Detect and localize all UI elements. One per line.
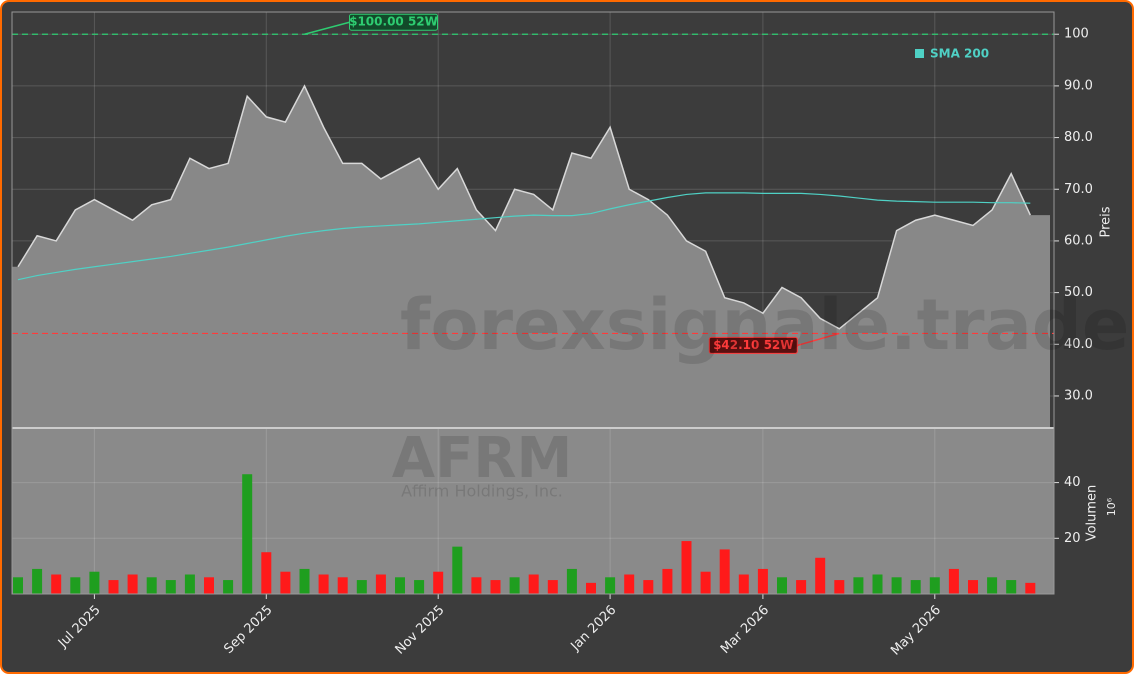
volume-tick-label: 20: [1064, 531, 1081, 546]
volume-bar: [509, 577, 520, 594]
volume-bar: [624, 574, 635, 594]
volume-bar: [815, 557, 826, 594]
y-axis-label: Preis: [1099, 206, 1114, 237]
volume-bar: [929, 577, 940, 594]
y-tick-label: 80.0: [1064, 130, 1093, 145]
y-tick-label: 100: [1064, 27, 1089, 42]
volume-scale-label: 10⁶: [1105, 497, 1118, 516]
volume-bar: [700, 571, 711, 594]
watermark: forexsignale.trade: [400, 284, 1129, 366]
volume-bar: [299, 568, 310, 594]
y-tick-label: 90.0: [1064, 78, 1093, 93]
volume-bar: [1025, 582, 1036, 594]
volume-bar: [796, 580, 807, 594]
volume-bar: [948, 568, 959, 594]
y-tick-label: 50.0: [1064, 285, 1093, 300]
volume-bar: [146, 577, 157, 594]
annotation-box: [349, 13, 438, 31]
volume-bar: [223, 580, 234, 594]
volume-bar: [910, 580, 921, 594]
volume-bar: [184, 574, 195, 594]
volume-tick-label: 40: [1064, 475, 1081, 490]
volume-bar: [165, 580, 176, 594]
volume-bar: [853, 577, 864, 594]
volume-bar: [89, 571, 100, 594]
annotation-arrow: [797, 332, 840, 347]
volume-panel: [12, 428, 1054, 594]
volume-bar: [452, 546, 463, 594]
y-tick-label: 30.0: [1064, 388, 1093, 403]
company-watermark: Affirm Holdings, Inc.: [401, 482, 563, 501]
y-tick-label: 70.0: [1064, 182, 1093, 197]
volume-bar: [127, 574, 138, 594]
volume-bar: [891, 577, 902, 594]
ticker-watermark: AFRM: [392, 426, 572, 491]
volume-bar: [414, 580, 425, 594]
sma-line: [17, 192, 1031, 281]
volume-bar: [51, 574, 62, 594]
volume-bar: [719, 549, 730, 594]
volume-bar: [643, 580, 654, 594]
volume-bar: [777, 577, 787, 594]
volume-bar: [318, 574, 329, 594]
volume-bar: [433, 571, 444, 594]
volume-bar: [280, 571, 291, 594]
volume-bar: [681, 541, 692, 594]
volume-bar: [968, 580, 978, 594]
volume-bar: [13, 577, 23, 594]
volume-bar: [108, 580, 119, 594]
volume-bar: [834, 580, 845, 594]
volume-bar: [356, 580, 367, 594]
annotation-label: $42.10 52W: [713, 338, 793, 352]
price-line: [17, 84, 1031, 330]
volume-bar: [242, 474, 253, 594]
volume-bar: [490, 580, 501, 594]
volume-bar: [471, 577, 482, 594]
annotation-arrow: [304, 21, 350, 35]
volume-bar: [528, 574, 539, 594]
y-tick-label: 60.0: [1064, 233, 1093, 248]
volume-bar: [605, 577, 616, 594]
volume-bar: [586, 582, 596, 594]
volume-bar: [547, 580, 558, 594]
volume-bar: [757, 568, 768, 594]
annotation-label: $100.00 52W: [349, 15, 438, 29]
volume-bar: [337, 577, 348, 594]
plot-frame: [11, 11, 1055, 595]
volume-bar: [261, 552, 272, 594]
legend-swatch: [915, 49, 924, 58]
volume-bar: [987, 577, 998, 594]
volume-bar: [662, 568, 673, 594]
volume-bar: [204, 577, 214, 594]
annotation-box: [708, 336, 798, 354]
volume-axis-label: Volumen: [1085, 485, 1100, 542]
volume-bar: [395, 577, 405, 594]
volume-bar: [32, 568, 43, 594]
volume-bar: [566, 568, 577, 594]
volume-bar: [70, 577, 81, 594]
y-tick-label: 40.0: [1064, 337, 1093, 352]
volume-bar: [1006, 580, 1017, 594]
volume-bar: [375, 574, 386, 594]
volume-bar: [872, 574, 883, 594]
volume-bar: [738, 574, 749, 594]
legend-label: SMA 200: [930, 47, 989, 61]
